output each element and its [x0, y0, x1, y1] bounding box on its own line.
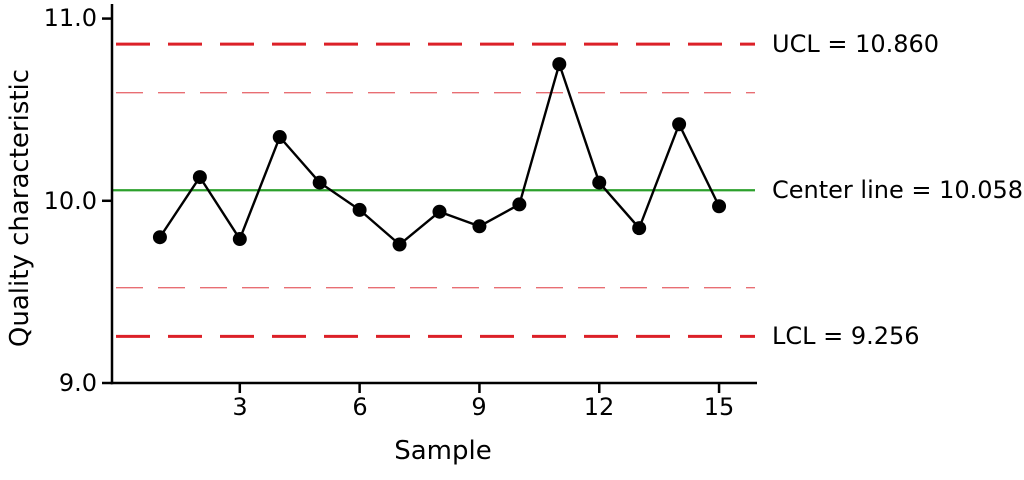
- x-axis-title: Sample: [394, 436, 492, 466]
- data-point-sample-5: [312, 175, 327, 190]
- data-point-sample-14: [672, 117, 687, 132]
- x-tick-label-3: 3: [232, 393, 248, 421]
- data-point-sample-4: [272, 130, 287, 145]
- ucl-annotation: UCL = 10.860: [772, 30, 940, 59]
- y-tick-label-9.0: 9.0: [58, 369, 97, 397]
- data-point-sample-6: [352, 202, 367, 217]
- data-point-sample-15: [712, 199, 727, 214]
- data-point-sample-11: [552, 57, 567, 72]
- x-tick-label-9: 9: [471, 393, 487, 421]
- x-tick-label-15: 15: [703, 393, 735, 421]
- data-point-sample-8: [432, 204, 447, 219]
- data-point-sample-1: [152, 230, 167, 245]
- data-point-sample-10: [512, 197, 527, 212]
- data-point-sample-2: [192, 170, 207, 185]
- data-point-sample-9: [472, 219, 487, 234]
- y-axis-title: Quality characteristic: [5, 68, 35, 348]
- data-point-sample-7: [392, 237, 407, 252]
- x-tick-label-6: 6: [352, 393, 368, 421]
- center-line-annotation: Center line = 10.058: [772, 176, 1024, 205]
- data-point-sample-3: [232, 232, 247, 247]
- data-point-sample-13: [632, 221, 647, 236]
- y-tick-label-11.0: 11.0: [43, 4, 97, 32]
- data-point-sample-12: [592, 175, 607, 190]
- y-tick-label-10.0: 10.0: [43, 187, 97, 215]
- x-tick-label-12: 12: [583, 393, 615, 421]
- lcl-annotation: LCL = 9.256: [772, 322, 920, 351]
